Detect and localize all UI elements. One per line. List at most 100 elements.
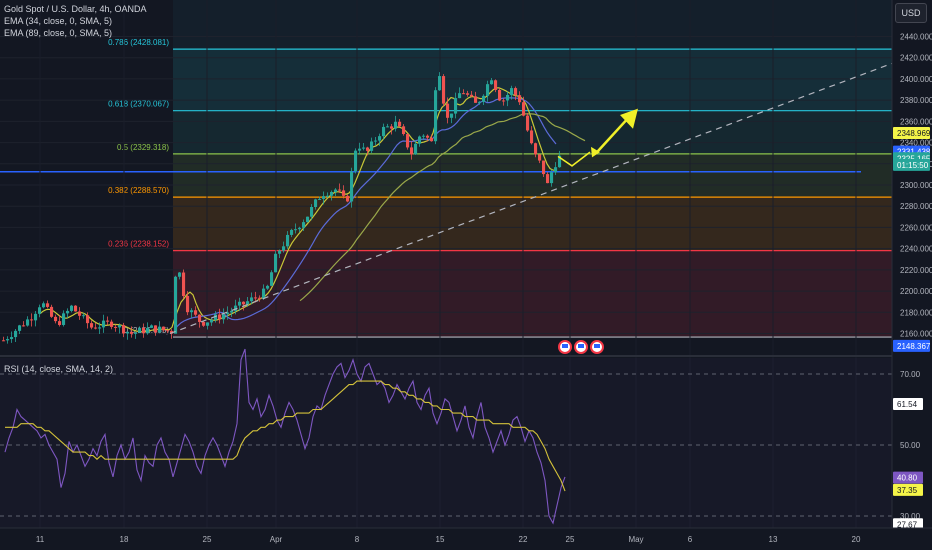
candle-body xyxy=(334,189,338,192)
time-tick-label: 6 xyxy=(688,535,693,544)
candle-body xyxy=(378,136,382,141)
time-tick-label: 15 xyxy=(436,535,445,544)
price-tag-label: 2331.438 xyxy=(897,148,931,157)
candle-body xyxy=(306,216,310,223)
candle-body xyxy=(478,101,482,103)
candle-body xyxy=(370,141,374,151)
yellow-arrow-head xyxy=(620,108,638,129)
time-tick-label: 20 xyxy=(852,535,861,544)
zigzag-projection xyxy=(557,151,591,167)
candle-body xyxy=(62,313,66,325)
candle-body xyxy=(474,96,478,103)
candle-body xyxy=(10,337,14,340)
candle-body xyxy=(490,80,494,85)
candle-body xyxy=(226,312,230,315)
ema34-legend[interactable]: EMA (34, close, 0, SMA, 5) xyxy=(4,16,113,26)
candle-body xyxy=(302,222,306,228)
time-axis-bg xyxy=(0,528,932,550)
candle-body xyxy=(386,126,390,128)
candle-body xyxy=(278,250,282,254)
candle-body xyxy=(322,196,326,199)
candle-body xyxy=(38,307,42,314)
price-axis[interactable]: 2160.000 2180.000 2200.000 2220.000 2240.000… xyxy=(891,0,932,550)
candle-body xyxy=(206,322,210,326)
rsi-legend[interactable]: RSI (14, close, SMA, 14, 2) xyxy=(4,364,114,374)
price-tick-label: 2420.000 xyxy=(900,54,932,63)
rsi-tag-label: 27.67 xyxy=(897,520,918,529)
rsi-tag-label: 40.80 xyxy=(897,474,918,483)
price-tick-label: 2440.000 xyxy=(900,33,932,42)
candle-body xyxy=(394,121,398,129)
candle-body xyxy=(130,331,134,334)
candle-body xyxy=(26,319,30,326)
price-tick-label: 2260.000 xyxy=(900,223,932,232)
candle-body xyxy=(270,272,274,286)
candle-body xyxy=(198,314,202,322)
price-tag-label: 2325.165 xyxy=(897,154,931,163)
candle-body xyxy=(70,305,74,311)
candle-body xyxy=(374,140,378,142)
candle-body xyxy=(174,276,178,334)
ema89-legend[interactable]: EMA (89, close, 0, SMA, 5) xyxy=(4,28,113,38)
candle-body xyxy=(282,246,286,251)
price-tick-label: 2180.000 xyxy=(900,308,932,317)
price-tag-label: 01:15:50 xyxy=(897,161,929,170)
candle-body xyxy=(218,314,222,320)
candle-body xyxy=(530,130,534,144)
small-arrow-head xyxy=(591,146,600,158)
candle-body xyxy=(78,311,82,316)
candle-body xyxy=(90,323,94,328)
candle-body xyxy=(2,340,6,342)
candle-body xyxy=(6,339,10,341)
candle-body xyxy=(82,315,86,317)
candle-body xyxy=(454,98,458,114)
time-tick-label: 25 xyxy=(203,535,212,544)
candle-body xyxy=(122,325,126,334)
candlestick-series xyxy=(2,72,562,344)
candle-body xyxy=(346,195,350,202)
rsi-line xyxy=(4,348,566,525)
candle-body xyxy=(290,229,294,235)
candle-body xyxy=(502,100,506,102)
candle-body xyxy=(438,76,442,91)
price-tick-label: 2360.000 xyxy=(900,117,932,126)
candle-body xyxy=(254,297,258,299)
drawing-tools[interactable] xyxy=(169,48,931,354)
price-axis-bg xyxy=(892,0,932,550)
symbol-legend[interactable]: Gold Spot / U.S. Dollar, 4h, OANDA xyxy=(4,4,147,14)
candle-body xyxy=(422,135,426,137)
candle-body xyxy=(50,306,54,317)
fib-level-label: 0.786 (2428.081) xyxy=(108,38,169,47)
rsi-tick-label: 70.00 xyxy=(900,370,921,379)
price-tick-label: 2340.000 xyxy=(900,139,932,148)
candle-body xyxy=(230,310,234,313)
candle-body xyxy=(542,160,546,175)
candle-body xyxy=(410,147,414,155)
candle-body xyxy=(450,113,454,118)
price-tick-label: 2240.000 xyxy=(900,245,932,254)
candle-body xyxy=(110,321,114,327)
candle-body xyxy=(86,315,90,324)
candle-body xyxy=(98,327,102,329)
moving-averages xyxy=(39,87,586,333)
candle-body xyxy=(430,137,434,142)
candle-body xyxy=(138,328,142,333)
time-axis[interactable]: 11 18 25 Apr 8 15 22 25 May 6 13 20 xyxy=(0,527,932,550)
fib-level-label: 0.5 (2329.318) xyxy=(117,143,169,152)
candle-body xyxy=(338,189,342,191)
rsi-tick-label: 50.00 xyxy=(900,441,921,450)
fibonacci-retracement[interactable]: 0.786 (2428.081) 0.618 (2370.067) 0.5 (232… xyxy=(0,0,892,338)
candle-body xyxy=(398,121,402,127)
ema89-line xyxy=(174,97,557,330)
candle-body xyxy=(526,115,530,131)
time-tick-label: 18 xyxy=(120,535,129,544)
candle-body xyxy=(294,229,298,231)
event-flag-mark xyxy=(594,344,600,348)
rsi-pane-bg xyxy=(0,358,892,528)
currency-button[interactable]: USD xyxy=(895,3,927,23)
candle-body xyxy=(74,305,78,312)
rsi-tag-bg xyxy=(893,483,923,496)
candle-body xyxy=(550,172,554,184)
